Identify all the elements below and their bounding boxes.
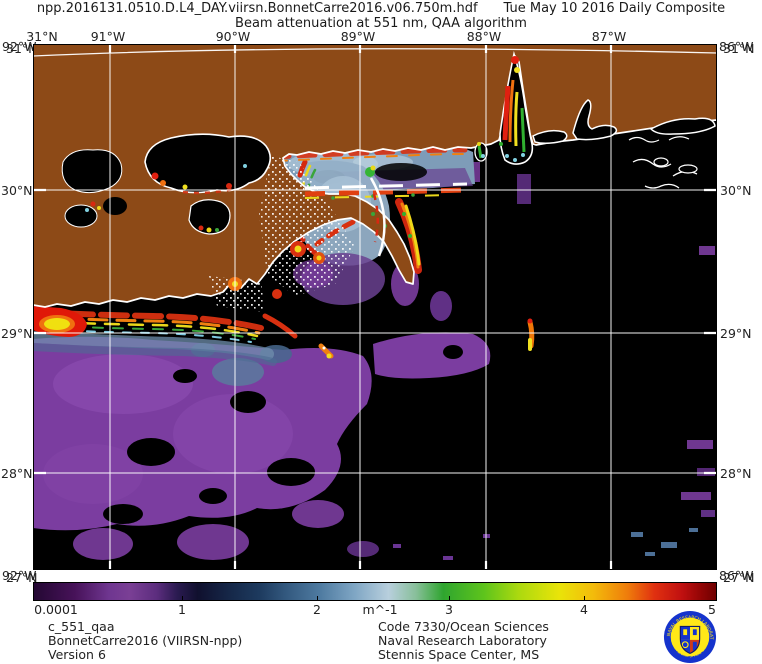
purple-plume-field xyxy=(33,162,715,560)
seal-shield-outline xyxy=(679,625,701,655)
inland-lakes xyxy=(61,133,272,235)
page-title: npp.2016131.0510.D.L4_DAY.viirsn.BonnetC… xyxy=(0,1,762,16)
axis-label-89w: 89°W xyxy=(340,29,376,44)
corner-bl-lon: 92°W xyxy=(2,568,37,583)
colorbar-units: m^-1 xyxy=(362,602,398,617)
colorbar-label-max: 5 xyxy=(708,602,716,617)
axis-label-87w: 87°W xyxy=(591,29,627,44)
colorbar-tick xyxy=(317,596,318,601)
axis-label-right-30n: 30°N xyxy=(720,183,752,198)
axis-label-right-28n: 28°N xyxy=(720,466,752,481)
axis-label-left-28n: 28°N xyxy=(1,466,33,481)
map-frame xyxy=(33,44,717,570)
mobile-bay xyxy=(474,50,534,165)
hotspot-west-blob xyxy=(33,306,87,337)
corner-tr-lat: 31°N xyxy=(723,41,755,56)
axis-label-right-29n: 29°N xyxy=(720,326,752,341)
colorbar-label-4: 4 xyxy=(580,602,588,617)
colorbar-label-3: 3 xyxy=(445,602,453,617)
corner-tr-lon: 86°W xyxy=(719,39,754,54)
org-name: Naval Research Laboratory xyxy=(378,633,547,648)
title-composite-label: Tue May 10 2016 Daily Composite xyxy=(503,1,726,16)
corner-tl-lon: 92°W xyxy=(2,39,37,54)
axis-label-91w: 91°W xyxy=(90,29,126,44)
page-subtitle: Beam attenuation at 551 nm, QAA algorith… xyxy=(235,16,527,31)
marsh-speckles xyxy=(209,156,355,312)
colorbar-tick xyxy=(584,596,585,601)
axis-label-88w: 88°W xyxy=(466,29,502,44)
corner-br-lat: 27°N xyxy=(723,570,755,585)
axis-label-90w: 90°W xyxy=(215,29,251,44)
eastern-lagoons xyxy=(532,99,716,189)
colorbar-tick xyxy=(182,596,183,601)
corner-br-lon: 86°W xyxy=(719,568,754,583)
map-canvas xyxy=(33,44,717,570)
corner-label-bottom-right: 86°W 27°N xyxy=(719,568,762,585)
edge-ticks xyxy=(33,44,717,570)
product-code: c_551_qaa xyxy=(48,619,115,634)
colorbar-label-min: 0.0001 xyxy=(34,602,78,617)
org-location: Stennis Space Center, MS xyxy=(378,647,540,662)
org-code: Code 7330/Ocean Sciences xyxy=(378,619,549,634)
project-name: BonnetCarre2016 (VIIRSN-npp) xyxy=(48,633,243,648)
colorbar-label-2: 2 xyxy=(313,602,321,617)
version-label: Version 6 xyxy=(48,647,106,662)
nrl-seal-logo: NAVAL RESEARCH LABORATORY STENNIS SPACE … xyxy=(662,610,717,664)
chandeleur-arc xyxy=(365,165,386,257)
corner-tl-lat: 31°N xyxy=(6,41,38,56)
corner-label-top-right: 86°W 31°N xyxy=(719,39,762,56)
axis-label-31n: 31°N xyxy=(26,29,58,44)
colorbar xyxy=(33,582,717,601)
corner-label-top-left: 92°W 31°N xyxy=(2,39,48,56)
graticule xyxy=(33,44,717,570)
seal-shield xyxy=(680,626,700,654)
corner-label-bottom-left: 92°W 27°N xyxy=(2,568,48,585)
colorbar-tick xyxy=(449,596,450,601)
corner-bl-lat: 27°N xyxy=(6,570,38,585)
title-filename: npp.2016131.0510.D.L4_DAY.viirsn.BonnetC… xyxy=(36,1,478,16)
offshore-streaks xyxy=(318,318,535,359)
axis-label-left-30n: 30°N xyxy=(1,183,33,198)
colorbar-label-1: 1 xyxy=(178,602,186,617)
axis-label-left-29n: 29°N xyxy=(1,326,33,341)
